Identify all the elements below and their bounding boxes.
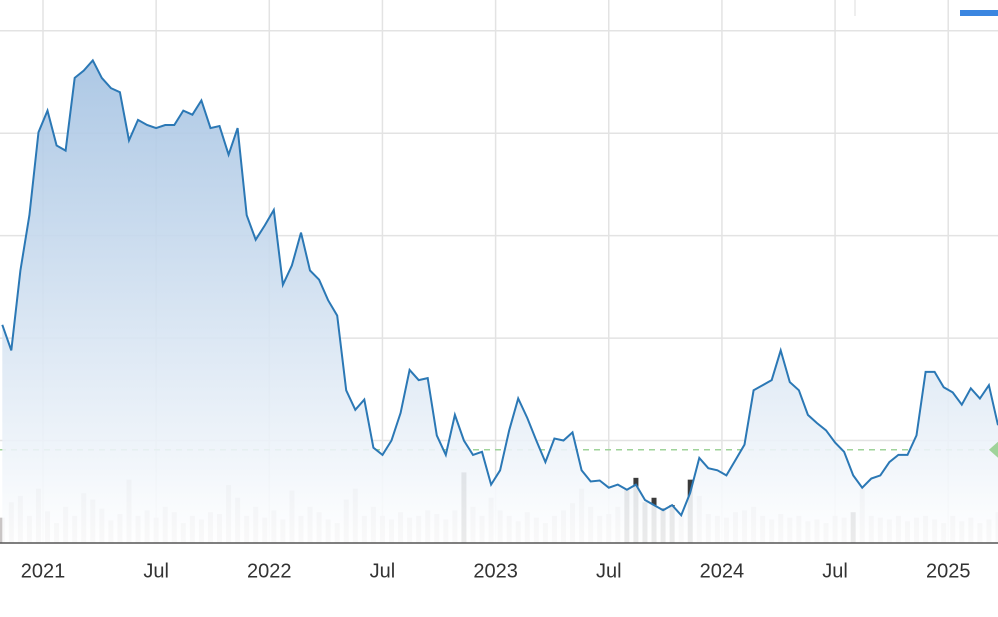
range-indicator	[960, 10, 998, 16]
x-tick-label: Jul	[143, 560, 169, 582]
x-tick-label: 2024	[700, 560, 745, 582]
x-tick-label: 2025	[926, 560, 971, 582]
x-tick-label: Jul	[822, 560, 848, 582]
x-tick-label: Jul	[370, 560, 396, 582]
x-tick-label: 2022	[247, 560, 292, 582]
x-tick-label: 2021	[21, 560, 66, 582]
x-tick-label: Jul	[596, 560, 622, 582]
x-tick-label: 2023	[473, 560, 518, 582]
